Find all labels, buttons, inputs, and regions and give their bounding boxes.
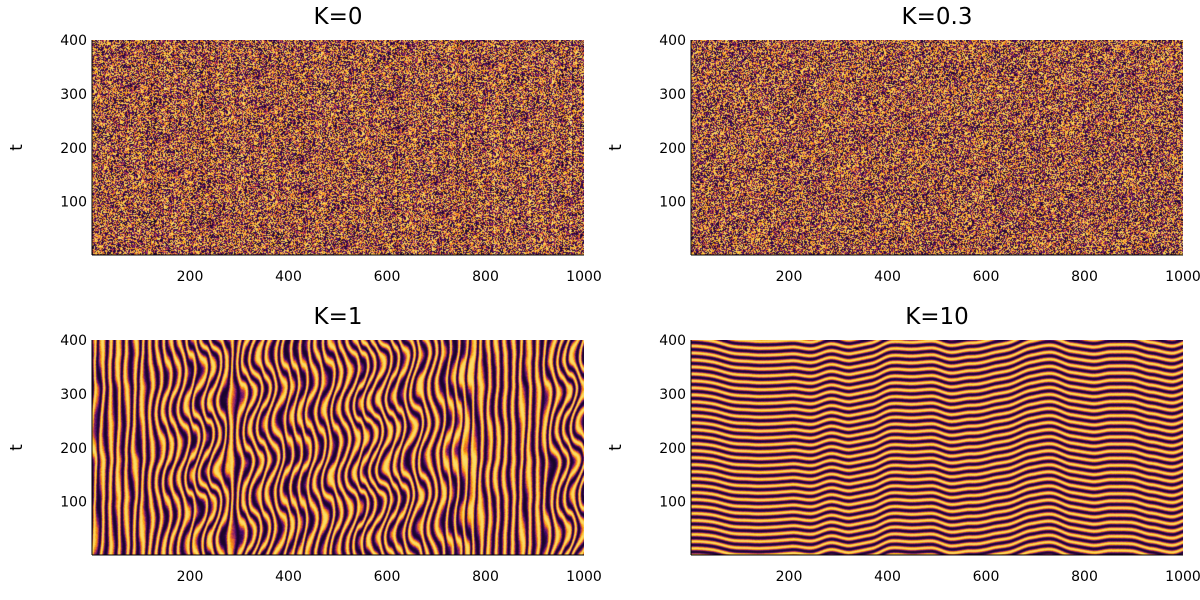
x-tick-label-k-10-1000: 1000: [1165, 569, 1200, 585]
y-tick-label-k-10-400: 400: [659, 333, 686, 349]
x-tick-label-k-10-400: 400: [874, 569, 901, 585]
x-tick-label-k-0-3-200: 200: [776, 269, 803, 285]
y-tick-label-k-1-300: 300: [60, 387, 87, 403]
chart-title-k-10: K=10: [905, 304, 969, 330]
y-axis-label-k-1: t: [7, 444, 27, 451]
x-tick-label-k-0-400: 400: [275, 269, 302, 285]
y-tick-label-k-10-100: 100: [659, 495, 686, 511]
x-tick-label-k-0-1000: 1000: [566, 269, 602, 285]
panel-k-1: K=1 t 200 400 600 800 1000 100 200 300 400: [7, 304, 602, 585]
y-tick-label-k-0-400: 400: [60, 33, 87, 49]
x-tick-label-k-1-600: 600: [374, 569, 401, 585]
y-tick-label-k-1-400: 400: [60, 333, 87, 349]
panel-k-0-3: K=0.3 t 200 400 600 800 1000 100 200 300 400: [606, 4, 1200, 285]
x-tick-label-k-0-3-1000: 1000: [1165, 269, 1200, 285]
y-tick-label-k-0-300: 300: [60, 87, 87, 103]
chart-title-k-1: K=1: [314, 304, 363, 330]
y-axis-label-k-0: t: [7, 144, 27, 151]
x-tick-label-k-0-3-400: 400: [874, 269, 901, 285]
panel-k-0: K=0 t 200 400 600 800 1000 100 200 300 400: [7, 4, 602, 285]
panel-k-10: K=10 t 200 400 600 800 1000 100 200 300 400: [606, 304, 1200, 585]
y-tick-label-k-0-3-200: 200: [659, 141, 686, 157]
chart-title-k-0: K=0: [314, 4, 363, 30]
heatmap-image-k-0: [92, 40, 584, 255]
y-tick-label-k-0-3-100: 100: [659, 195, 686, 211]
x-tick-label-k-0-3-600: 600: [973, 269, 1000, 285]
x-tick-label-k-10-800: 800: [1071, 569, 1098, 585]
x-tick-label-k-0-200: 200: [177, 269, 204, 285]
y-tick-label-k-0-3-400: 400: [659, 33, 686, 49]
y-tick-label-k-1-100: 100: [60, 495, 87, 511]
x-tick-label-k-1-200: 200: [177, 569, 204, 585]
y-axis-label-k-0-3: t: [606, 144, 626, 151]
y-tick-label-k-10-200: 200: [659, 441, 686, 457]
y-tick-label-k-10-300: 300: [659, 387, 686, 403]
heatmap-image-k-10: [691, 340, 1183, 555]
y-tick-label-k-0-100: 100: [60, 195, 87, 211]
x-tick-label-k-0-600: 600: [374, 269, 401, 285]
heatmap-image-k-1: [92, 340, 584, 555]
x-tick-label-k-10-200: 200: [776, 569, 803, 585]
y-tick-label-k-0-3-300: 300: [659, 87, 686, 103]
x-tick-label-k-1-1000: 1000: [566, 569, 602, 585]
x-tick-label-k-10-600: 600: [973, 569, 1000, 585]
x-tick-label-k-1-400: 400: [275, 569, 302, 585]
y-tick-label-k-1-200: 200: [60, 441, 87, 457]
x-tick-label-k-1-800: 800: [472, 569, 499, 585]
heatmap-image-k-0-3: [691, 40, 1183, 255]
y-axis-label-k-10: t: [606, 444, 626, 451]
x-tick-label-k-0-3-800: 800: [1071, 269, 1098, 285]
x-tick-label-k-0-800: 800: [472, 269, 499, 285]
chart-title-k-0-3: K=0.3: [902, 4, 973, 30]
y-tick-label-k-0-200: 200: [60, 141, 87, 157]
